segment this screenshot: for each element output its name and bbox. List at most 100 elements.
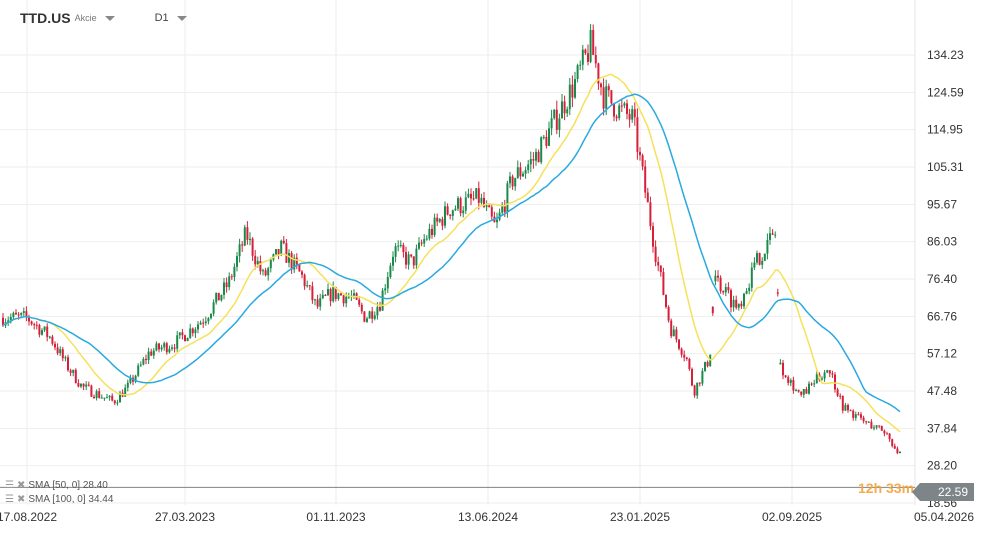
candle — [51, 334, 54, 346]
close-icon[interactable]: ✖ — [16, 494, 26, 505]
candle — [779, 359, 782, 365]
candle — [870, 419, 873, 429]
candle — [191, 327, 194, 337]
y-tick-label: 47.48 — [927, 384, 957, 398]
candle — [587, 44, 589, 66]
candle — [449, 214, 452, 220]
candle — [394, 242, 397, 263]
candle — [509, 171, 511, 189]
candle — [732, 295, 735, 312]
candle — [64, 355, 67, 362]
candle — [373, 311, 376, 321]
candle — [537, 149, 540, 163]
candle — [706, 360, 709, 368]
candle — [438, 217, 441, 224]
candle — [464, 191, 467, 215]
candle — [774, 231, 777, 239]
candle — [295, 253, 298, 270]
candle — [30, 320, 33, 326]
candle — [241, 241, 244, 252]
y-tick-label: 66.76 — [927, 309, 957, 323]
candle — [852, 409, 855, 421]
candle — [433, 213, 436, 238]
candle — [147, 347, 150, 364]
y-tick-label: 114.95 — [927, 123, 963, 137]
candle — [204, 316, 207, 326]
candle — [306, 280, 309, 288]
candle — [171, 344, 173, 351]
candle — [342, 294, 345, 307]
candle — [657, 256, 660, 272]
candle — [574, 71, 576, 100]
candle — [59, 346, 62, 356]
candle — [548, 121, 550, 147]
candle — [184, 334, 186, 342]
candle — [592, 24, 595, 56]
candle — [896, 446, 899, 455]
candle — [836, 387, 839, 397]
candle — [776, 288, 779, 297]
candle — [233, 263, 236, 282]
candle — [875, 425, 878, 430]
candle — [150, 348, 153, 357]
candle — [844, 402, 847, 411]
candle — [371, 306, 374, 324]
candle — [308, 284, 311, 291]
x-tick-label: 23.01.2025 — [610, 510, 670, 524]
candle — [589, 24, 592, 64]
candle — [649, 196, 652, 231]
symbol-name[interactable]: TTD.US — [20, 10, 71, 26]
candle — [288, 249, 290, 268]
y-tick-label: 124.59 — [927, 85, 964, 99]
candle — [784, 375, 787, 378]
candle — [462, 206, 465, 218]
candle — [363, 311, 366, 323]
candle — [758, 252, 761, 266]
candle — [618, 103, 621, 121]
candle — [194, 327, 197, 339]
close-icon[interactable]: ✖ — [16, 480, 26, 491]
candle — [787, 375, 790, 386]
timeframe-select[interactable]: D1 — [154, 12, 169, 24]
candle — [854, 411, 857, 421]
candle — [100, 394, 103, 399]
candle — [202, 318, 205, 328]
candle — [358, 296, 361, 308]
candle — [550, 109, 553, 136]
candle — [480, 193, 483, 205]
candle — [189, 323, 192, 339]
candle — [771, 229, 774, 236]
candle — [620, 98, 623, 112]
candle — [511, 174, 514, 190]
candle — [735, 295, 738, 310]
symbol-dropdown-icon[interactable] — [104, 15, 115, 21]
candle — [217, 292, 220, 301]
candle — [808, 381, 810, 395]
candle — [7, 316, 10, 326]
settings-icon[interactable]: ☰ — [5, 480, 14, 491]
candle — [490, 203, 493, 221]
candle — [899, 451, 901, 454]
candle — [46, 323, 49, 342]
candle — [678, 339, 680, 351]
candle — [639, 147, 641, 161]
candle — [498, 208, 501, 222]
timeframe-dropdown-icon[interactable] — [176, 15, 187, 21]
candle — [873, 424, 875, 431]
candle — [475, 187, 478, 200]
candle — [602, 78, 605, 116]
candle — [740, 300, 743, 309]
candle — [644, 160, 647, 199]
candle — [329, 287, 332, 307]
candle — [683, 350, 686, 362]
candle — [444, 201, 446, 229]
candle — [48, 335, 51, 339]
candle — [176, 330, 179, 352]
candle — [113, 399, 116, 406]
candle — [891, 438, 894, 448]
candle — [782, 359, 784, 380]
candle — [228, 272, 231, 291]
settings-icon[interactable]: ☰ — [5, 494, 14, 505]
candle — [197, 321, 199, 334]
